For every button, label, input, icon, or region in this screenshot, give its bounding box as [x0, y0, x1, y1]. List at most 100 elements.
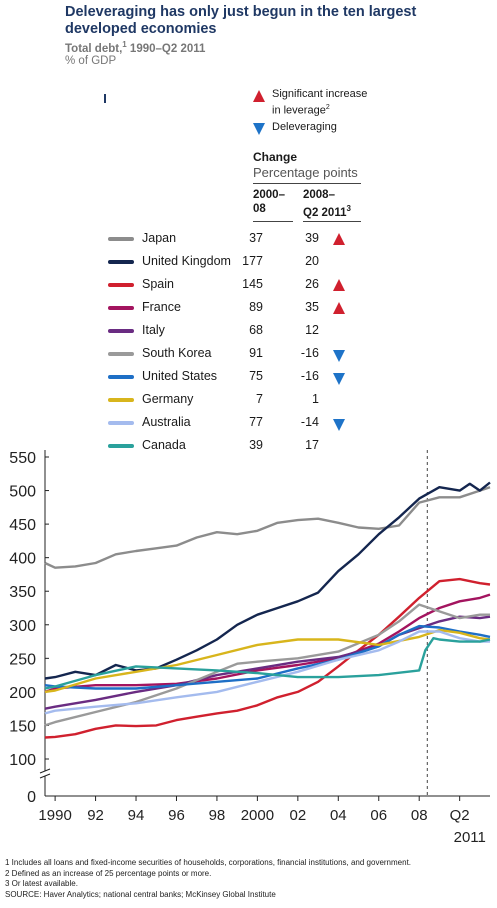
col2-line2: Q2 2011 [303, 206, 347, 219]
country-name: Spain [142, 277, 174, 291]
col2-line1: 2008– [303, 189, 335, 201]
change-2000-08: 91 [249, 346, 263, 360]
y-tick-label: 500 [9, 484, 36, 501]
change-2000-08: 89 [249, 300, 263, 314]
series-line-japan [44, 486, 491, 569]
series-swatch [108, 375, 134, 379]
x-tick-label: 92 [87, 807, 104, 824]
y-tick-label: 100 [9, 752, 36, 769]
change-2000-08: 177 [242, 254, 263, 268]
axis-break-mark [39, 773, 51, 779]
series-line-germany [44, 628, 491, 694]
increase-triangle-icon [253, 90, 265, 102]
change-2008-2011: 20 [305, 254, 319, 268]
footnote-1: 1 Includes all loans and fixed-income se… [5, 858, 412, 867]
country-row: Japan 37 39 [0, 228, 497, 250]
x-tick-label: Q2 [450, 807, 470, 824]
header-rule-col1 [253, 221, 293, 222]
country-name: United Kingdom [142, 254, 231, 268]
x-tick-label: 1990 [38, 807, 71, 824]
footnote-2: 2 Defined as an increase of 25 percentag… [5, 868, 212, 878]
increase-triangle-icon [333, 302, 345, 314]
series-line-united-kingdom [44, 481, 491, 680]
series-swatch [108, 283, 134, 287]
series-line-south-korea [44, 603, 490, 727]
legend-increase-sup: 2 [325, 104, 330, 111]
country-name: United States [142, 369, 218, 383]
change-2000-08: 39 [249, 438, 263, 452]
col-2000-08: 2000– 08 [253, 188, 285, 216]
country-row: Germany 7 1 [0, 389, 497, 411]
change-2000-08: 75 [249, 369, 263, 383]
change-2008-2011: 26 [305, 277, 319, 291]
y-tick-label: 400 [9, 551, 36, 568]
change-2008-2011: 39 [305, 231, 319, 245]
series-line-australia [44, 630, 490, 715]
series-swatch [108, 306, 134, 310]
change-2000-08: 77 [249, 415, 263, 429]
country-row: United States 75 -16 [0, 366, 497, 388]
country-name: South Korea [142, 346, 212, 360]
y-tick-label: 450 [9, 517, 36, 534]
y-tick-label: 300 [9, 618, 36, 635]
y-tick-label: 0 [27, 789, 36, 806]
header-rule-top [253, 183, 361, 184]
y-tick-label: 550 [9, 450, 36, 467]
series-line-spain [44, 577, 491, 739]
country-row: Canada 39 17 [0, 435, 497, 457]
x-tick-label: 04 [330, 807, 347, 824]
change-2000-08: 37 [249, 231, 263, 245]
country-name: Italy [142, 323, 165, 337]
subtitle-main: Total debt, [65, 42, 123, 55]
subtitle-period: 1990–Q2 2011 [126, 42, 206, 55]
col1-line1: 2000– [253, 189, 285, 201]
subtitle-footnote-ref: 1 [122, 40, 127, 49]
change-2008-2011: -14 [300, 415, 319, 429]
country-row: South Korea 91 -16 [0, 343, 497, 365]
series-swatch [108, 398, 134, 402]
decrease-triangle-icon [333, 419, 345, 431]
change-2000-08: 68 [249, 323, 263, 337]
country-name: Germany [142, 392, 194, 406]
decrease-triangle-icon [333, 350, 345, 362]
series-swatch [108, 237, 134, 241]
country-name: Japan [142, 231, 177, 245]
change-2008-2011: 17 [305, 438, 319, 452]
legend-decrease: Deleveraging [272, 121, 337, 133]
change-subtitle: Percentage points [253, 165, 358, 180]
source-note: SOURCE: Haver Analytics; national centra… [5, 889, 276, 899]
series-swatch [108, 444, 134, 448]
header-rule-col2 [303, 221, 361, 222]
country-name: France [142, 300, 181, 314]
x-tick-label: 96 [168, 807, 185, 824]
y-tick-label: 150 [9, 718, 36, 735]
debt-line-chart: 0 100 150 200 250 300 350 400 450 500 550 1990 92 94 9… [9, 450, 491, 846]
increase-triangle-icon [333, 233, 345, 245]
x-tick-label: 02 [289, 807, 306, 824]
country-row: United Kingdom 177 20 [0, 251, 497, 273]
series-swatch [108, 421, 134, 425]
footnotes: 1 Includes all loans and fixed-income se… [5, 858, 411, 900]
axis-break-gap [39, 771, 51, 776]
change-2008-2011: -16 [300, 369, 319, 383]
x-tick-label: 2000 [241, 807, 274, 824]
change-2008-2011: 12 [305, 323, 319, 337]
decorative-tick [104, 94, 106, 103]
country-row: Italy 68 12 [0, 320, 497, 342]
series-swatch [108, 260, 134, 264]
x-tick-label-year: 2011 [454, 829, 486, 846]
country-name: Australia [142, 415, 191, 429]
unit-label: % of GDP [65, 55, 117, 67]
change-2008-2011: 1 [312, 392, 319, 406]
series-line-france [44, 593, 491, 694]
series-swatch [108, 329, 134, 333]
series-swatch [108, 352, 134, 356]
change-2000-08: 145 [242, 277, 263, 291]
country-row: France 89 35 [0, 297, 497, 319]
series-line-united-states [44, 624, 491, 690]
increase-triangle-icon [333, 279, 345, 291]
legend-increase: Significant increase in leverage2 [272, 88, 367, 118]
legend-increase-line1: Significant increase [272, 88, 368, 100]
col1-line2: 08 [253, 203, 266, 215]
x-tick-label: 06 [370, 807, 387, 824]
